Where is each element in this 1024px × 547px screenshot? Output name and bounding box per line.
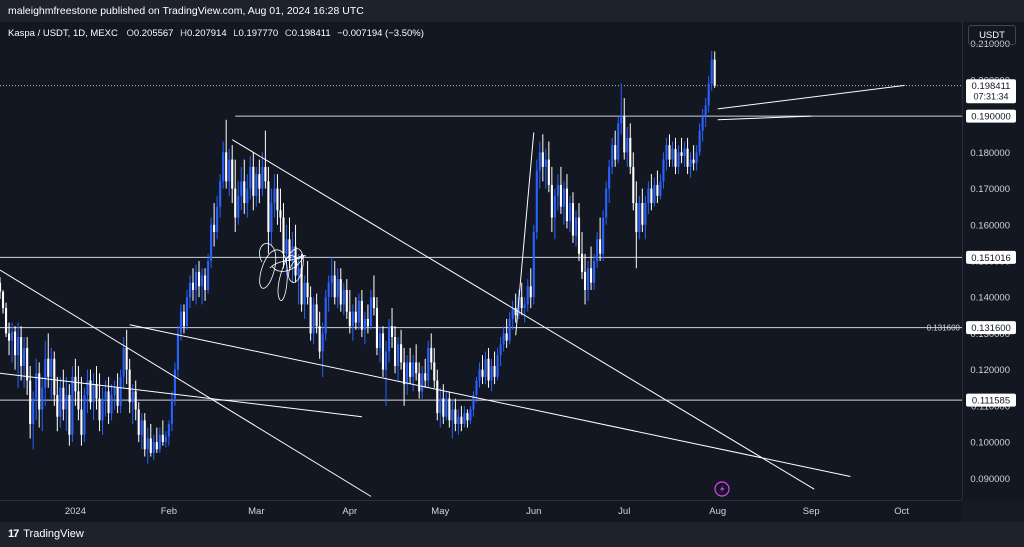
tradingview-logo[interactable]: 17 TradingView bbox=[8, 528, 84, 540]
low-label: L bbox=[233, 28, 239, 39]
quote-currency-button[interactable]: USDT bbox=[968, 25, 1016, 45]
high-label: H bbox=[180, 28, 187, 39]
open-label: O bbox=[126, 28, 134, 39]
symbol-name: Kaspa / USDT, 1D, MEXC bbox=[8, 28, 118, 39]
change-value: −0.007194 (−3.50%) bbox=[337, 28, 424, 39]
chart-pane[interactable] bbox=[0, 22, 962, 500]
close-value: 0.198411 bbox=[291, 28, 331, 39]
high-value: 0.207914 bbox=[186, 28, 227, 39]
publish-header: maleighmfreestone published on TradingVi… bbox=[0, 0, 1024, 22]
open-value: 0.205567 bbox=[133, 28, 174, 39]
footer-bar: 17 TradingView bbox=[0, 522, 1024, 547]
quote-currency-label: USDT bbox=[979, 29, 1005, 41]
publish-info-text: maleighmfreestone published on TradingVi… bbox=[8, 5, 364, 17]
price-scale[interactable] bbox=[962, 22, 1024, 500]
close-label: C bbox=[284, 28, 292, 39]
time-axis[interactable] bbox=[0, 500, 962, 523]
tradingview-logo-icon: 17 bbox=[8, 528, 19, 540]
low-value: 0.197770 bbox=[238, 28, 279, 39]
tradingview-brand-text: TradingView bbox=[23, 528, 84, 540]
symbol-legend[interactable]: Kaspa / USDT, 1D, MEXC O0.205567 H0.2079… bbox=[8, 28, 424, 39]
